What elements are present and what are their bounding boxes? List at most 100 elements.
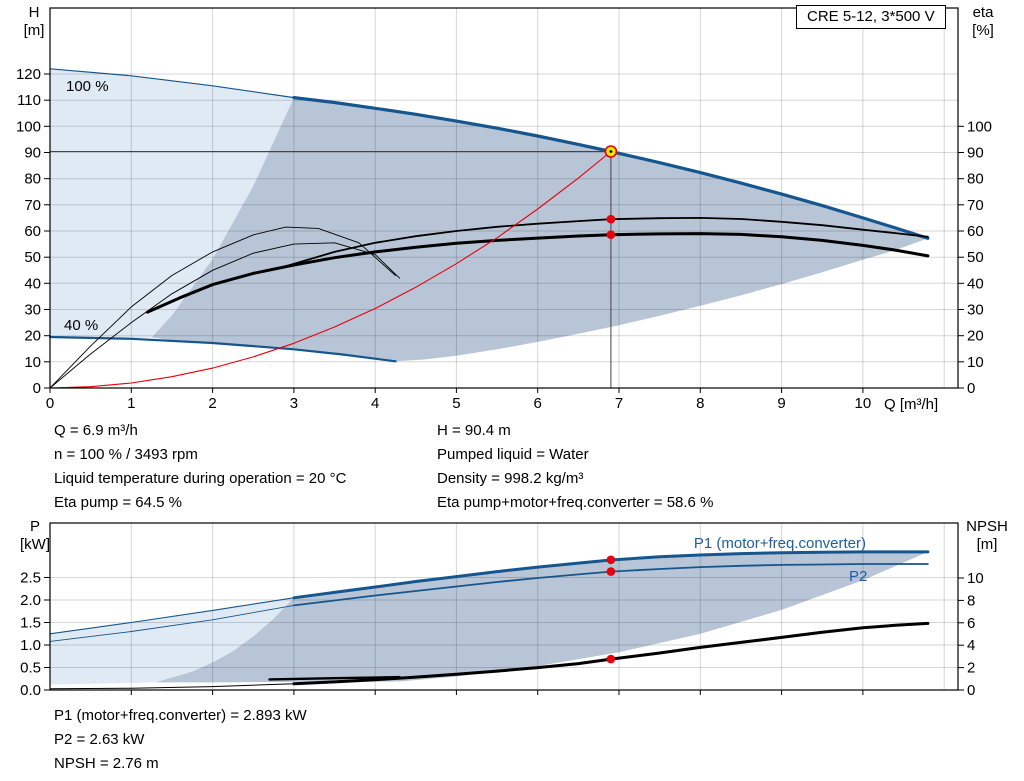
curve-control-curve [49,150,612,389]
tick-label: 60 [24,223,41,240]
tick-label: 4 [371,395,379,412]
info-speed: n = 100 % / 3493 rpm [54,446,198,463]
h-axis-label-line2: [m] [23,22,45,39]
curve-eta-total [146,232,930,314]
info-eta-pump: Eta pump = 64.5 % [54,494,182,511]
tick-label: 0.0 [20,682,41,699]
tick-label: 80 [967,171,984,188]
tick-label: 1.0 [20,637,41,654]
tick-label: 5 [452,395,460,412]
info-p1: P1 (motor+freq.converter) = 2.893 kW [54,707,307,724]
tick-label: 20 [967,328,984,345]
speed-40pct-label: 40 % [64,317,99,334]
duty-info-left: Q = 6.9 m³/h n = 100 % / 3493 rpm Liquid… [54,419,346,515]
tick-label: 2.0 [20,592,41,609]
curve-eta-reduced-speed-1 [49,226,396,389]
curve-npsh-40pct [268,675,401,681]
tick-label: 1.5 [20,615,41,632]
tick-label: 0 [967,380,975,397]
tick-label: 4 [967,637,975,654]
plot-frame [49,7,959,389]
region-duty-area [151,97,928,362]
tick-label: 100 [16,118,41,135]
info-p2: P2 = 2.63 kW [54,731,145,748]
info-eta-total: Eta pump+motor+freq.converter = 58.6 % [437,494,714,511]
curve-head-40pct [48,335,397,363]
tick-label: 10 [855,395,872,412]
tick-label: 10 [24,354,41,371]
tick-label: 0.5 [20,660,41,677]
region-duty-area [155,551,928,683]
tick-label: 10 [967,570,984,587]
tick-label: 2.5 [20,570,41,587]
q-axis-label: Q [m³/h] [884,396,939,413]
speed-100pct-label: 100 % [66,78,109,95]
p2-curve-label: P2 [849,568,868,585]
tick-label: 0 [46,395,54,412]
marker-npsh-point [606,654,616,664]
marker-eta-total-point [606,230,616,239]
tick-label: 20 [24,328,41,345]
tick-label: 0 [967,682,975,699]
info-h: H = 90.4 m [437,422,511,439]
tick-label: 9 [777,395,785,412]
h-axis-label: H [m] [16,4,52,40]
marker-eta-pump-point [606,214,616,224]
p1-curve-label: P1 (motor+freq.converter) [693,535,866,552]
tick-label: 80 [24,171,41,188]
eta-axis-label-line2: [%] [972,22,994,39]
tick-label: 30 [24,302,41,319]
tick-label: 7 [615,395,623,412]
tick-label: 0 [33,380,41,397]
tick-label: 100 [967,118,992,135]
tick-label: 10 [967,354,984,371]
tick-label: 1 [127,395,135,412]
eta-axis-label: eta [%] [962,4,1004,40]
tick-label: 8 [696,395,704,412]
pump-type-box: CRE 5-12, 3*500 V [796,5,946,29]
curve-p2-lowflow [49,604,295,642]
info-liquid-temp: Liquid temperature during operation = 20… [54,470,347,487]
tick-label: 70 [24,197,41,214]
tick-label: 40 [967,275,984,292]
region-allowed-area [50,68,294,339]
tick-label: 90 [24,145,41,162]
operating-point-center [609,150,613,153]
tick-label: 40 [24,275,41,292]
info-npsh: NPSH = 2.76 m [54,755,159,772]
h-axis-label-line1: H [28,4,40,21]
tick-label: 120 [16,66,41,83]
tick-label: 30 [967,302,984,319]
info-q: Q = 6.9 m³/h [54,422,138,439]
head-efficiency-chart: 0102030405060708090100110120010203040506… [16,7,992,412]
power-npsh-chart: 0.0 0.5 1.0 1.5 2.0 2.5 0 2 4 6 8 10 [20,522,984,699]
tick-label: 8 [967,592,975,609]
curve-p1-lowflow [49,597,295,635]
curve-head-100pct-lowflow [49,68,295,99]
marker-p2-point [606,567,616,576]
region-allowed-area [50,597,294,685]
eta-axis-label-line1: eta [972,4,994,21]
tick-label: 50 [967,249,984,266]
power-info: P1 (motor+freq.converter) = 2.893 kW P2 … [54,704,307,776]
tick-label: 6 [967,615,975,632]
npsh-axis-label-line2: [m] [976,536,998,553]
p-axis-label-line2: [kW] [20,536,50,553]
tick-label: 50 [24,249,41,266]
tick-label: 6 [534,395,542,412]
info-pumped-liquid: Pumped liquid = Water [437,446,589,463]
plot-frame [49,522,959,691]
npsh-axis-label: NPSH [m] [958,518,1016,554]
curve-eta-reduced-speed-2 [49,242,400,389]
marker-p1-point [606,555,616,565]
tick-label: 2 [208,395,216,412]
curve-npsh-lowflow [49,683,295,690]
npsh-axis-label-line1: NPSH [966,518,1008,535]
tick-label: 110 [17,92,41,109]
tick-label: 70 [967,197,984,214]
info-density: Density = 998.2 kg/m³ [437,470,584,487]
tick-label: 90 [967,145,984,162]
p-axis-label-line1: P [29,518,40,535]
p-axis-label: P [kW] [14,518,56,554]
